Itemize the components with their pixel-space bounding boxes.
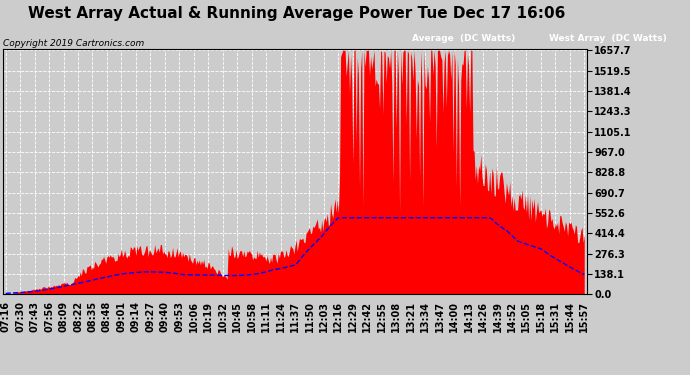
Text: West Array  (DC Watts): West Array (DC Watts) [549, 34, 667, 43]
Text: West Array Actual & Running Average Power Tue Dec 17 16:06: West Array Actual & Running Average Powe… [28, 6, 565, 21]
Text: Copyright 2019 Cartronics.com: Copyright 2019 Cartronics.com [3, 39, 145, 48]
Text: Average  (DC Watts): Average (DC Watts) [412, 34, 515, 43]
